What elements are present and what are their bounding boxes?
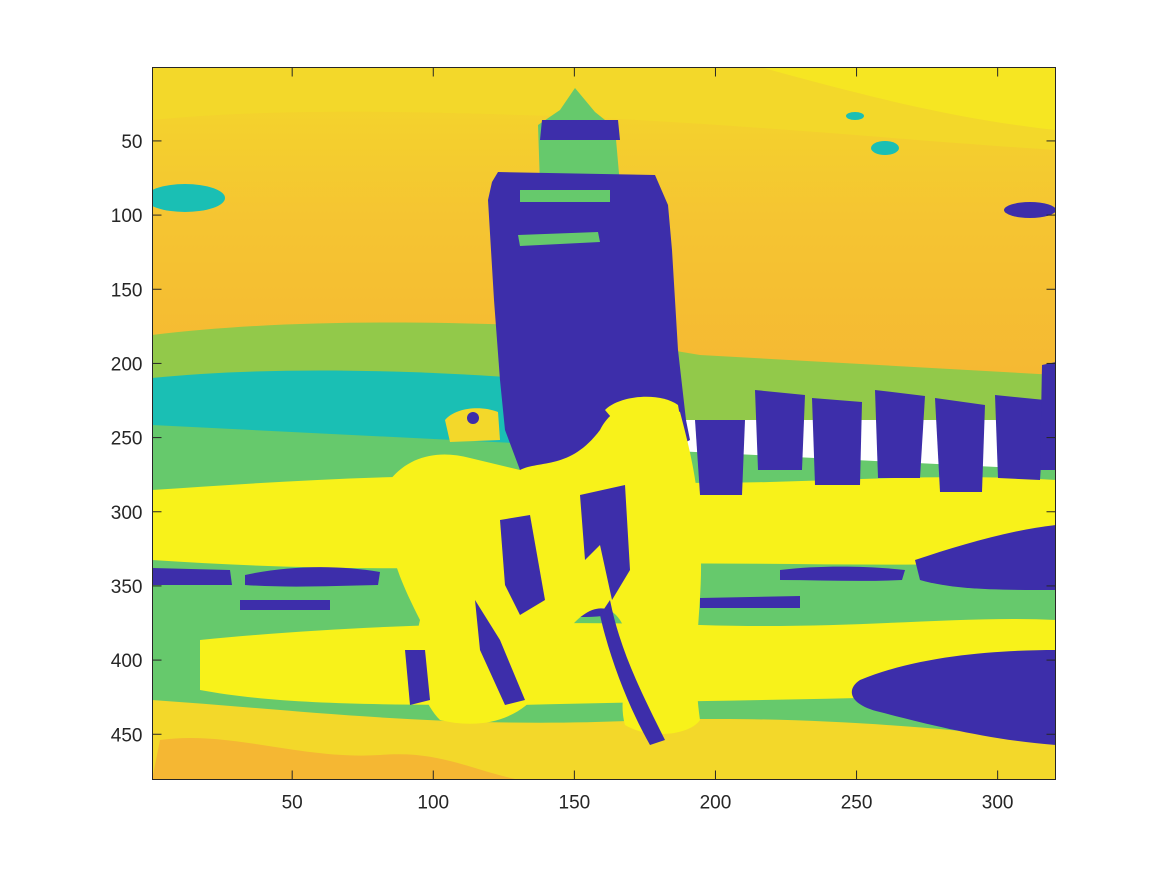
y-tick-label: 100 <box>111 206 143 227</box>
y-tick-label: 200 <box>111 354 143 375</box>
x-tick-label: 50 <box>282 793 303 814</box>
helmet-dot <box>467 412 479 424</box>
x-tick-label: 150 <box>559 793 591 814</box>
patch-right-upper <box>915 525 1056 590</box>
x-tick-label: 300 <box>982 793 1014 814</box>
y-tick-label: 350 <box>111 577 143 598</box>
x-tick-label: 200 <box>700 793 732 814</box>
person-head <box>605 396 684 440</box>
left-cloud <box>152 184 225 212</box>
helmet <box>445 408 500 442</box>
pier-posts <box>695 362 1056 495</box>
right-cloud <box>1004 202 1056 218</box>
shadow-right <box>851 650 1056 745</box>
x-axis: 50 100 150 200 250 300 <box>282 67 1014 814</box>
patch-row-1 <box>152 568 232 585</box>
y-tick-label: 250 <box>111 429 143 450</box>
sky-upper-band <box>152 67 1056 150</box>
y-tick-label: 300 <box>111 503 143 524</box>
patch-row-4 <box>700 596 800 608</box>
y-tick-label: 150 <box>111 280 143 301</box>
person-detail-5 <box>475 600 525 705</box>
person-shape <box>387 402 702 735</box>
tower-band-1 <box>520 190 610 202</box>
patch-row-3 <box>240 600 330 610</box>
y-axis: 50 100 150 200 250 300 350 400 450 <box>111 132 1056 746</box>
person-detail-3 <box>600 600 665 745</box>
sky-top-right-band <box>760 67 1056 130</box>
axes-box <box>152 67 1056 780</box>
x-tick-label: 100 <box>417 793 449 814</box>
sky-spot-1 <box>871 141 899 155</box>
y-tick-label: 400 <box>111 651 143 672</box>
sky-spot-2 <box>846 112 864 120</box>
tower-band-2 <box>518 232 600 246</box>
patch-row-5 <box>780 566 905 581</box>
tower-collar <box>540 120 620 140</box>
person-detail-4 <box>405 650 430 705</box>
person-detail-1 <box>580 485 630 600</box>
y-tick-label: 450 <box>111 725 143 746</box>
plot-area <box>152 67 1056 780</box>
x-tick-label: 250 <box>841 793 873 814</box>
y-tick-label: 50 <box>121 132 142 153</box>
ground-orange <box>152 737 520 780</box>
person-detail-2 <box>500 515 545 615</box>
patch-row-2 <box>245 567 380 587</box>
